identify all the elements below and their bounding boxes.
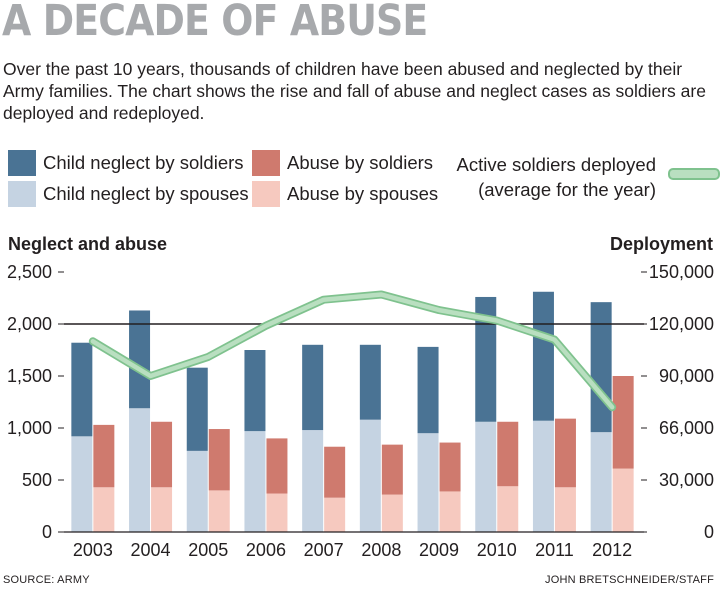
left-tick-label: 0: [42, 522, 52, 542]
bar-neglect-spouses: [417, 433, 439, 532]
bar-neglect-soldiers: [475, 296, 497, 422]
bar-abuse-soldiers: [93, 424, 115, 488]
bar-abuse-soldiers: [208, 429, 230, 491]
bar-abuse-soldiers: [554, 418, 576, 488]
bar-abuse-spouses: [208, 490, 230, 532]
bar-neglect-soldiers: [532, 291, 554, 421]
legend-swatch-deployed: [668, 168, 720, 180]
bar-neglect-spouses: [71, 436, 93, 532]
chart-subtitle: Over the past 10 years, thousands of chi…: [3, 59, 706, 123]
bar-abuse-soldiers: [324, 446, 346, 498]
legend-swatch-abuse-spouses: [252, 181, 280, 207]
left-tick-label: 2,000: [7, 314, 52, 334]
legend-swatch-neglect-spouses: [8, 181, 36, 207]
bar-neglect-soldiers: [71, 342, 93, 437]
bar-neglect-soldiers: [129, 310, 151, 409]
bar-abuse-spouses: [497, 486, 519, 532]
left-tick-label: 2,500: [7, 262, 52, 282]
x-tick-label: 2009: [419, 540, 459, 560]
left-axis-title: Neglect and abuse: [8, 234, 168, 254]
bar-abuse-spouses: [93, 487, 115, 532]
legend-item-neglect-soldiers: Child neglect by soldiers: [8, 150, 244, 176]
chart-title: A DECADE OF ABUSE: [2, 0, 428, 46]
bar-abuse-spouses: [324, 497, 346, 532]
right-tick-label: 30,000: [659, 470, 714, 490]
legend-label-neglect-spouses: Child neglect by spouses: [43, 183, 249, 204]
legend-item-deployed: Active soldiers deployed (average for th…: [436, 152, 657, 202]
credit-note: JOHN BRETSCHNEIDER/STAFF: [545, 574, 714, 586]
bar-neglect-spouses: [186, 450, 208, 532]
right-axis-title: Deployment: [609, 234, 713, 254]
x-tick-label: 2012: [592, 540, 632, 560]
bar-abuse-soldiers: [266, 438, 288, 494]
legend-swatch-neglect-soldiers: [8, 150, 36, 176]
legend-item-neglect-spouses: Child neglect by spouses: [8, 181, 249, 207]
bar-neglect-soldiers: [590, 302, 612, 433]
bar-abuse-spouses: [266, 493, 288, 532]
legend-label-abuse-soldiers: Abuse by soldiers: [287, 152, 434, 173]
right-tick-label: 90,000: [659, 366, 714, 386]
legend-label-abuse-spouses: Abuse by spouses: [287, 183, 439, 204]
bar-neglect-soldiers: [417, 346, 439, 434]
right-tick-label: 0: [704, 522, 714, 542]
bar-abuse-spouses: [612, 468, 634, 532]
x-tick-label: 2008: [361, 540, 401, 560]
legend-label-neglect-soldiers: Child neglect by soldiers: [43, 152, 244, 173]
x-tick-label: 2006: [246, 540, 286, 560]
bar-neglect-soldiers: [302, 344, 324, 431]
bar-neglect-spouses: [359, 419, 381, 532]
bar-neglect-spouses: [532, 420, 554, 532]
bar-abuse-soldiers: [497, 421, 519, 487]
bar-abuse-spouses: [151, 487, 173, 532]
x-tick-label: 2004: [131, 540, 171, 560]
bar-neglect-soldiers: [359, 344, 381, 420]
x-tick-label: 2005: [188, 540, 228, 560]
x-tick-label: 2010: [477, 540, 517, 560]
bar-abuse-soldiers: [151, 421, 173, 488]
bar-neglect-soldiers: [186, 367, 208, 451]
bar-neglect-spouses: [590, 432, 612, 532]
bar-abuse-spouses: [439, 491, 461, 532]
bar-neglect-soldiers: [244, 350, 266, 432]
source-note: SOURCE: ARMY: [3, 574, 90, 586]
legend-item-abuse-spouses: Abuse by spouses: [252, 181, 438, 207]
bar-abuse-soldiers: [612, 376, 634, 469]
bar-neglect-spouses: [129, 408, 151, 532]
left-tick-label: 1,000: [7, 418, 52, 438]
x-tick-label: 2011: [535, 540, 574, 560]
right-tick-label: 120,000: [649, 314, 714, 334]
right-tick-label: 66,000: [659, 418, 714, 438]
legend-swatch-abuse-soldiers: [252, 150, 280, 176]
bar-abuse-soldiers: [439, 442, 461, 492]
left-tick-label: 500: [22, 470, 52, 490]
legend-label-deployed-note: (average for the year): [478, 179, 656, 200]
bar-neglect-spouses: [244, 431, 266, 532]
right-tick-label: 150,000: [649, 262, 714, 282]
bar-abuse-spouses: [381, 494, 403, 532]
bar-abuse-soldiers: [381, 444, 403, 495]
deployment-line: [90, 292, 615, 410]
legend-item-abuse-soldiers: Abuse by soldiers: [252, 150, 433, 176]
bar-abuse-spouses: [554, 487, 576, 532]
x-tick-label: 2007: [304, 540, 344, 560]
x-tick-label: 2003: [73, 540, 113, 560]
legend-label-deployed: Active soldiers deployed: [456, 154, 657, 175]
bar-neglect-spouses: [475, 421, 497, 532]
left-tick-label: 1,500: [7, 366, 52, 386]
bar-neglect-spouses: [302, 430, 324, 532]
